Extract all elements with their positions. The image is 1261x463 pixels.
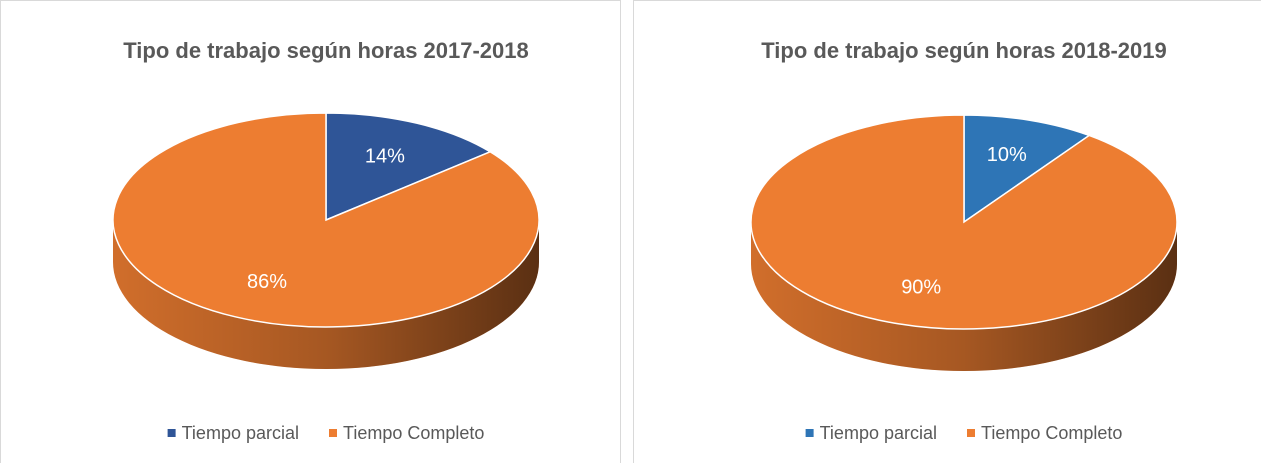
legend-swatch	[167, 429, 176, 437]
slice-label: 14%	[365, 145, 405, 167]
pie-side-shade	[113, 220, 539, 369]
pie-slice	[750, 114, 1178, 330]
slice-label: 90%	[901, 276, 941, 298]
legend-label: Tiempo Completo	[343, 423, 484, 443]
legend-label: Tiempo parcial	[820, 423, 937, 443]
legend-swatch	[805, 429, 814, 437]
slice-label: 86%	[247, 271, 287, 293]
legend-swatch	[329, 429, 337, 437]
pie-slice	[325, 112, 492, 222]
chart-title: Tipo de trabajo según horas 2017-2018	[123, 38, 529, 63]
pie-slice	[112, 112, 540, 328]
legend-label: Tiempo parcial	[182, 423, 299, 443]
panel	[0, 0, 621, 463]
legend-swatch	[967, 429, 975, 437]
chart-title: Tipo de trabajo según horas 2018-2019	[761, 38, 1167, 63]
panel	[633, 0, 1261, 463]
slice-label: 10%	[987, 144, 1027, 166]
legend-label: Tiempo Completo	[981, 423, 1122, 443]
pie-side-shade	[751, 222, 1177, 371]
pie-slice	[963, 114, 1091, 224]
